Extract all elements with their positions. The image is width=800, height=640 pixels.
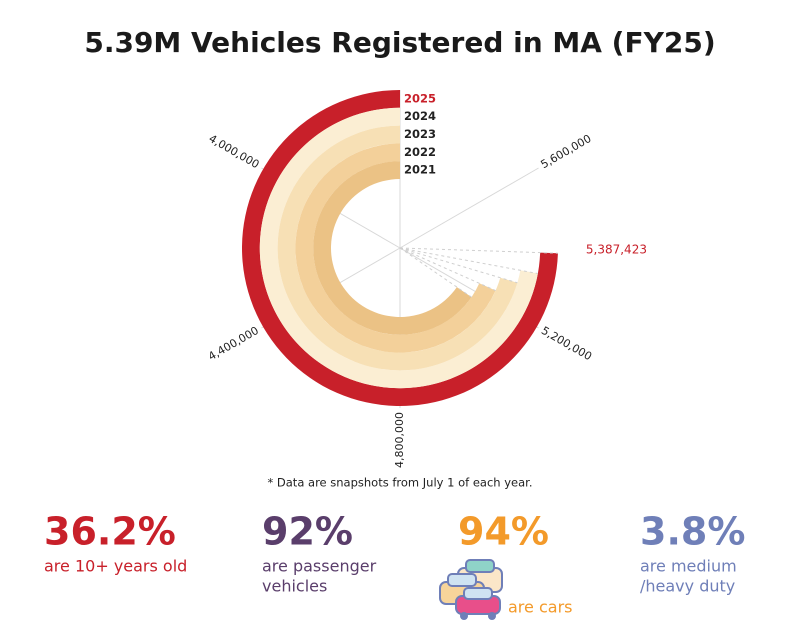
chart-title: 5.39M Vehicles Registered in MA (FY25) (84, 26, 715, 59)
footnote: * Data are snapshots from July 1 of each… (268, 476, 533, 490)
stat-value: 92% (262, 510, 353, 554)
value-guide (399, 247, 518, 284)
x-tick-label: 4,000,000 (206, 132, 261, 171)
x-tick-label: 5,200,000 (539, 324, 594, 363)
stat-label: are 10+ years old (44, 557, 187, 576)
stat-label: are medium (640, 557, 737, 576)
value-guide (399, 247, 472, 298)
value-guide (399, 247, 558, 254)
x-tick-label: 4,800,000 (393, 412, 406, 468)
grid-line (399, 167, 539, 249)
category-label: 2022 (404, 145, 436, 159)
x-tick-label: 4,400,000 (206, 324, 261, 363)
category-label: 2021 (404, 163, 436, 177)
stat-label: are cars (508, 598, 572, 617)
value-guide (399, 247, 538, 275)
stat-value: 3.8% (640, 510, 745, 554)
category-label: 2025 (404, 91, 436, 105)
stat-label: /heavy duty (640, 577, 735, 596)
category-label: 2023 (404, 127, 436, 141)
category-label: 2024 (404, 109, 436, 123)
car-icon (439, 559, 503, 620)
value-label: 5,387,423 (586, 243, 647, 257)
x-tick-label: 5,600,000 (539, 132, 594, 171)
stat-label: are passenger (262, 557, 377, 576)
stat-value: 94% (458, 510, 549, 554)
stat-value: 36.2% (44, 510, 176, 554)
stat-label: vehicles (262, 577, 327, 596)
